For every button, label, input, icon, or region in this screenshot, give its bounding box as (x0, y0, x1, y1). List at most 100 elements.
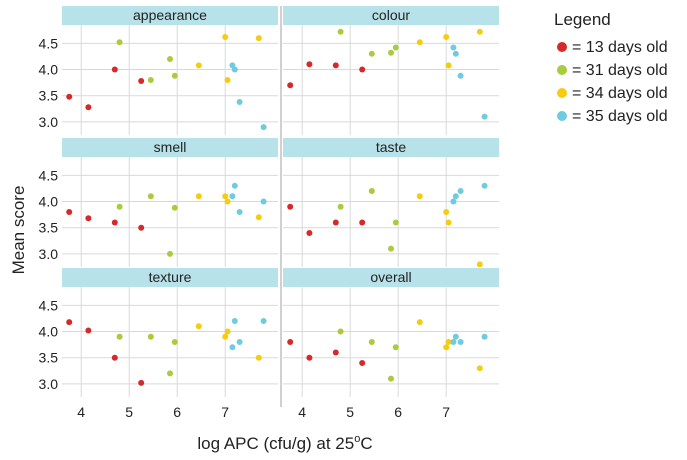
panel-strip (62, 268, 278, 287)
panel-strip (283, 268, 499, 287)
y-tick-label: 3.0 (39, 246, 59, 262)
data-point (481, 333, 488, 340)
data-point (392, 344, 399, 351)
data-point (450, 198, 457, 205)
data-point (388, 49, 394, 56)
panel-title: smell (154, 139, 187, 155)
data-point (452, 193, 459, 200)
panel-texture: texture 3.0 3.5 4.0 4.5 4 5 6 7 (39, 268, 278, 420)
data-point (138, 224, 145, 231)
data-point (167, 370, 173, 377)
data-point (306, 61, 313, 68)
y-tick-label: 3.5 (39, 350, 59, 366)
data-point (111, 219, 118, 226)
data-point (359, 359, 366, 366)
data-point (481, 182, 488, 189)
x-tick-label: 6 (173, 404, 181, 420)
chart-panels: appearance 3.0 3.5 4.0 4.5 colour smell 3.0 3.5 4… (39, 6, 499, 420)
data-point (111, 66, 118, 73)
x-tick-label: 5 (346, 404, 354, 420)
data-point (224, 198, 231, 205)
panel-smell: smell 3.0 3.5 4.0 4.5 (39, 138, 278, 267)
legend: Legend = 13 days old = 31 days old = 34 day… (554, 10, 668, 125)
data-point (116, 333, 123, 340)
legend-title: Legend (554, 10, 611, 29)
data-point (416, 39, 423, 46)
data-point (416, 319, 423, 326)
data-point (287, 82, 294, 89)
data-point (445, 62, 452, 69)
legend-marker (557, 42, 567, 52)
data-point (171, 204, 178, 211)
panel-appearance: appearance 3.0 3.5 4.0 4.5 (39, 6, 278, 135)
legend-marker (557, 111, 567, 121)
data-point (138, 78, 145, 85)
panel-strip (283, 138, 499, 157)
data-point (306, 354, 313, 361)
data-point (452, 50, 459, 57)
x-axis-label-unit: C (360, 434, 372, 453)
x-axis-label-main: log APC (cfu/g) at 25 (197, 434, 354, 453)
data-point (138, 379, 145, 386)
data-point (457, 339, 464, 345)
data-point (445, 219, 452, 226)
data-point (147, 193, 154, 200)
data-point (332, 219, 339, 226)
data-point (416, 193, 423, 200)
panel-colour: colour (283, 6, 499, 135)
data-point (116, 203, 123, 210)
x-tick-label: 6 (394, 404, 402, 420)
data-point (368, 188, 375, 195)
data-point (476, 365, 483, 372)
data-point (332, 62, 339, 69)
data-point (260, 318, 267, 325)
data-point (222, 34, 229, 41)
panel-title: appearance (133, 7, 207, 23)
data-point (337, 28, 344, 35)
data-point (388, 245, 394, 252)
legend-marker (557, 65, 567, 75)
data-point (66, 319, 73, 326)
y-tick-label: 4.5 (39, 167, 59, 183)
data-point (167, 56, 173, 63)
data-point (337, 328, 344, 335)
data-point (111, 354, 118, 361)
data-point (450, 44, 457, 51)
data-point (260, 198, 267, 205)
legend-entry-label: = 35 days old (572, 108, 668, 125)
x-axis-label: log APC (cfu/g) at 25oC (197, 433, 372, 453)
y-tick-label: 4.0 (39, 194, 59, 210)
data-point (66, 93, 73, 100)
data-point (337, 203, 344, 210)
legend-marker (557, 88, 567, 98)
data-point (85, 104, 92, 111)
data-point (306, 229, 313, 236)
y-tick-label: 4.5 (39, 35, 59, 51)
data-point (147, 77, 154, 83)
data-point (457, 72, 464, 79)
data-point (236, 339, 243, 345)
data-point (195, 193, 202, 200)
data-point (443, 34, 450, 41)
panel-strip (62, 138, 278, 157)
data-point (392, 219, 399, 226)
data-point (260, 124, 267, 131)
data-point (224, 77, 231, 83)
data-point (443, 209, 450, 215)
data-point (195, 323, 202, 330)
data-point (147, 333, 154, 340)
data-point (359, 66, 366, 73)
y-tick-label: 3.0 (39, 376, 59, 392)
data-point (231, 182, 238, 189)
data-point (359, 219, 366, 226)
panel-overall: overall 4 5 6 7 (283, 268, 499, 420)
y-tick-label: 4.5 (39, 297, 59, 313)
panel-title: colour (372, 7, 410, 23)
data-point (171, 72, 178, 79)
data-point (85, 327, 92, 334)
x-tick-label: 4 (77, 404, 85, 420)
data-point (224, 328, 231, 335)
data-point (452, 333, 459, 340)
data-point (255, 354, 262, 361)
data-point (388, 375, 394, 382)
